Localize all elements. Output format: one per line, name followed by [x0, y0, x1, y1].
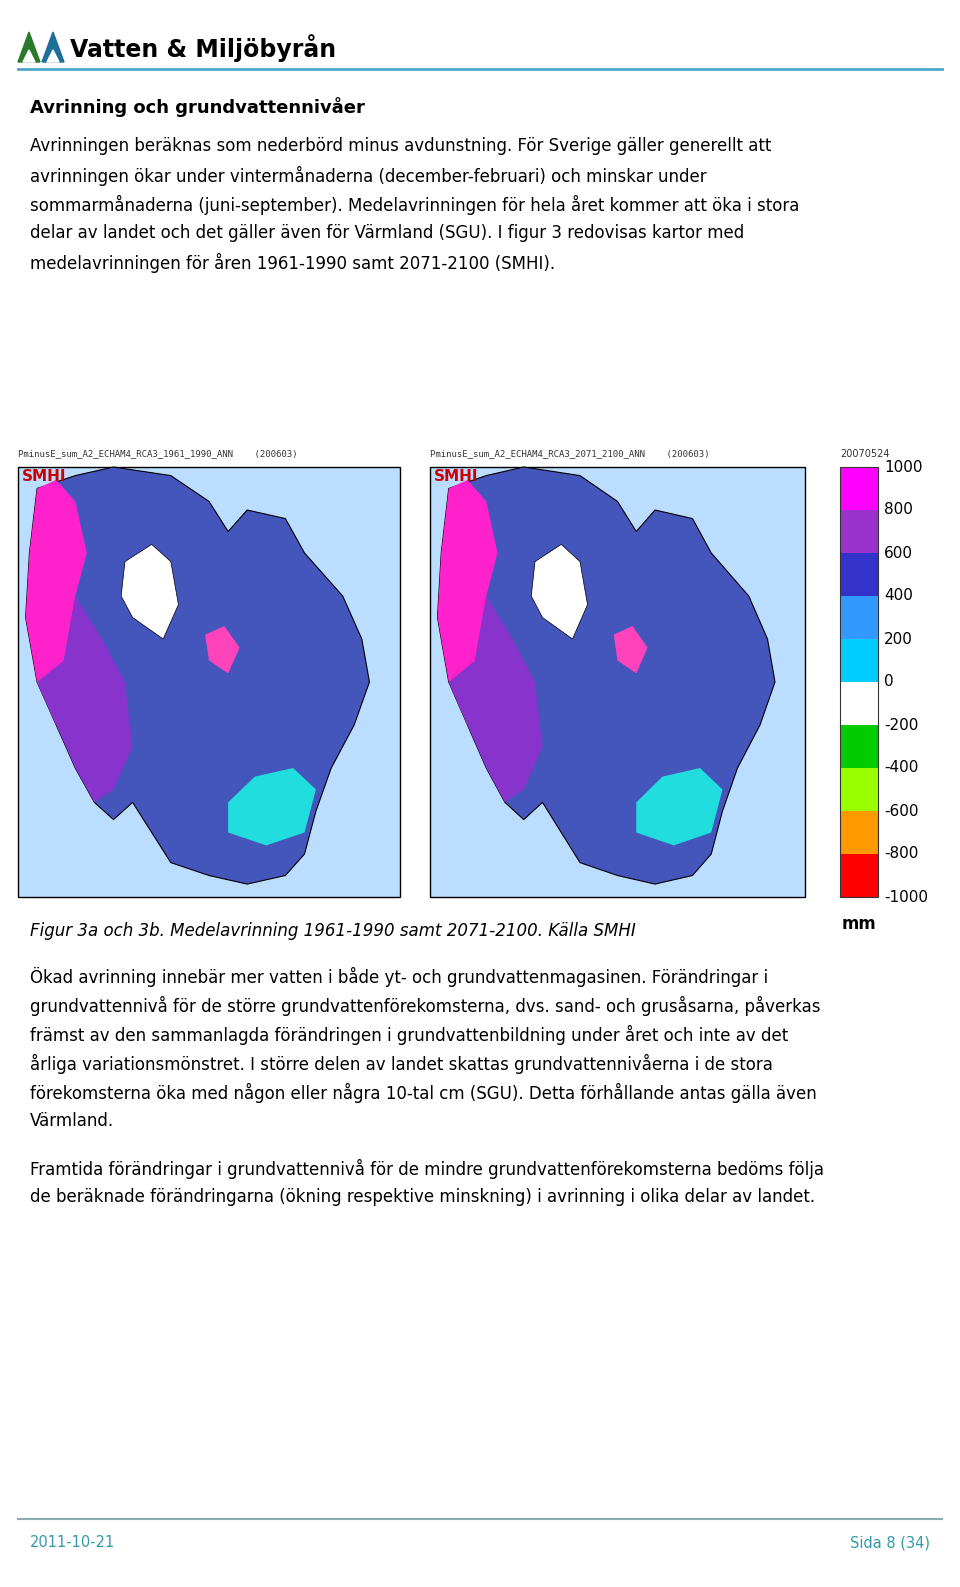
- Text: Framtida förändringar i grundvattennivå för de mindre grundvattenförekomsterna b: Framtida förändringar i grundvattennivå …: [30, 1159, 824, 1179]
- Polygon shape: [26, 479, 86, 725]
- Polygon shape: [205, 627, 240, 673]
- Bar: [18, 467, 400, 897]
- Polygon shape: [42, 32, 64, 62]
- Text: de beräknade förändringarna (ökning respektive minskning) i avrinning i olika de: de beräknade förändringarna (ökning resp…: [30, 1189, 815, 1206]
- Bar: [840, 467, 878, 897]
- Text: Avrinningen beräknas som nederbörd minus avdunstning. För Sverige gäller generel: Avrinningen beräknas som nederbörd minus…: [30, 136, 772, 156]
- Polygon shape: [37, 597, 132, 803]
- Text: -600: -600: [884, 803, 919, 819]
- Polygon shape: [613, 627, 647, 673]
- Bar: [840, 509, 878, 552]
- Text: PminusE_sum_A2_ECHAM4_RCA3_1961_1990_ANN    (200603): PminusE_sum_A2_ECHAM4_RCA3_1961_1990_ANN…: [18, 449, 298, 459]
- Bar: [840, 467, 878, 509]
- Polygon shape: [121, 544, 179, 640]
- Bar: [840, 725, 878, 768]
- Bar: [840, 811, 878, 854]
- Text: 2011-10-21: 2011-10-21: [30, 1535, 115, 1550]
- Text: avrinningen ökar under vintermånaderna (december-februari) och minskar under: avrinningen ökar under vintermånaderna (…: [30, 167, 707, 186]
- Text: grundvattennivå för de större grundvattenförekomsterna, dvs. sand- och grusåsarn: grundvattennivå för de större grundvatte…: [30, 997, 821, 1016]
- Text: mm: mm: [842, 916, 876, 933]
- Polygon shape: [228, 768, 316, 846]
- Text: -200: -200: [884, 717, 919, 733]
- Text: 0: 0: [884, 674, 894, 689]
- Text: SMHI: SMHI: [434, 470, 478, 484]
- Text: -1000: -1000: [884, 889, 928, 905]
- Text: 800: 800: [884, 503, 913, 517]
- Polygon shape: [23, 51, 35, 62]
- Text: Figur 3a och 3b. Medelavrinning 1961-1990 samt 2071-2100. Källa SMHI: Figur 3a och 3b. Medelavrinning 1961-199…: [30, 922, 636, 940]
- Text: 600: 600: [884, 546, 913, 560]
- Bar: [840, 768, 878, 811]
- Bar: [840, 552, 878, 597]
- Text: 200: 200: [884, 632, 913, 646]
- Polygon shape: [448, 597, 542, 803]
- Bar: [840, 682, 878, 725]
- Bar: [430, 467, 805, 897]
- Text: 1000: 1000: [884, 460, 923, 475]
- Text: Vatten & Miljöbyrån: Vatten & Miljöbyrån: [70, 33, 336, 62]
- Text: sommarmånaderna (juni-september). Medelavrinningen för hela året kommer att öka : sommarmånaderna (juni-september). Medela…: [30, 195, 800, 216]
- Polygon shape: [531, 544, 588, 640]
- Text: förekomsterna öka med någon eller några 10-tal cm (SGU). Detta förhållande antas: förekomsterna öka med någon eller några …: [30, 1082, 817, 1103]
- Text: PminusE_sum_A2_ECHAM4_RCA3_2071_2100_ANN    (200603): PminusE_sum_A2_ECHAM4_RCA3_2071_2100_ANN…: [430, 449, 709, 459]
- Text: 20070524: 20070524: [840, 449, 890, 459]
- Text: Ökad avrinning innebär mer vatten i både yt- och grundvattenmagasinen. Förändrin: Ökad avrinning innebär mer vatten i både…: [30, 966, 768, 987]
- Text: 400: 400: [884, 589, 913, 603]
- Text: SMHI: SMHI: [22, 470, 66, 484]
- Bar: [840, 854, 878, 897]
- Text: -400: -400: [884, 760, 919, 776]
- Text: Avrinning och grundvattennivåer: Avrinning och grundvattennivåer: [30, 97, 365, 117]
- Polygon shape: [47, 51, 59, 62]
- Polygon shape: [18, 32, 40, 62]
- Text: främst av den sammanlagda förändringen i grundvattenbildning under året och inte: främst av den sammanlagda förändringen i…: [30, 1025, 788, 1046]
- Polygon shape: [438, 467, 775, 884]
- Text: delar av landet och det gäller även för Värmland (SGU). I figur 3 redovisas kart: delar av landet och det gäller även för …: [30, 224, 744, 241]
- Text: medelavrinningen för åren 1961-1990 samt 2071-2100 (SMHI).: medelavrinningen för åren 1961-1990 samt…: [30, 252, 555, 273]
- Polygon shape: [438, 479, 497, 725]
- Text: årliga variationsmönstret. I större delen av landet skattas grundvattennivåerna : årliga variationsmönstret. I större dele…: [30, 1054, 773, 1074]
- Bar: [840, 597, 878, 640]
- Polygon shape: [636, 768, 723, 846]
- Text: -800: -800: [884, 846, 919, 862]
- Bar: [840, 640, 878, 682]
- Text: Sida 8 (34): Sida 8 (34): [850, 1535, 930, 1550]
- Polygon shape: [26, 467, 370, 884]
- Text: Värmland.: Värmland.: [30, 1112, 114, 1130]
